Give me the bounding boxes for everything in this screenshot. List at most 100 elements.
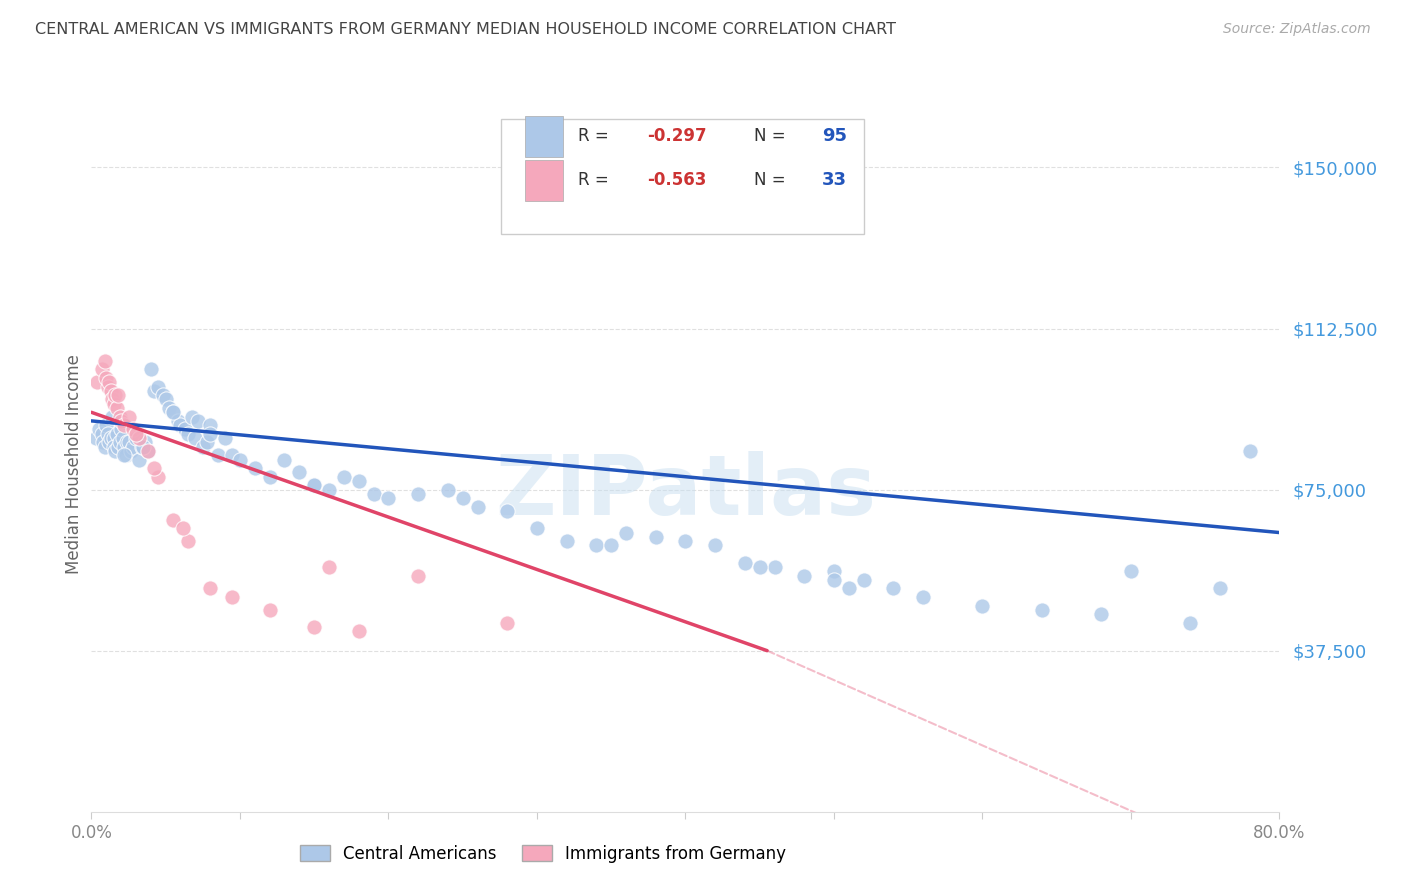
Point [166,414,188,428]
Point [110,422,132,436]
Point [117,435,139,450]
Point [585,538,607,552]
Point [177,534,200,549]
Point [91,435,114,450]
Point [103,440,125,454]
FancyBboxPatch shape [524,160,562,201]
Point [195,435,218,450]
Point [98,376,121,390]
Point [136,444,159,458]
Point [148,469,170,483]
Point [103,397,125,411]
Text: R =: R = [578,171,614,189]
Point [98,435,121,450]
Point [134,435,156,450]
Point [103,431,125,445]
Point [148,379,170,393]
Point [101,392,124,407]
Point [200,582,222,596]
Point [111,431,134,445]
Point [105,426,128,441]
Point [172,521,194,535]
Point [318,560,340,574]
Point [882,582,904,596]
Point [181,409,204,424]
Point [114,448,136,462]
Point [347,474,370,488]
Point [363,487,385,501]
Text: 95: 95 [823,128,846,145]
Text: -0.297: -0.297 [647,128,707,145]
Point [436,483,458,497]
Point [155,392,177,407]
Point [128,431,150,445]
Point [1119,564,1142,578]
Point [90,426,112,441]
Point [526,521,548,535]
Point [1209,582,1232,596]
Point [793,568,815,582]
Point [221,590,243,604]
Point [131,440,153,454]
Y-axis label: Median Household Income: Median Household Income [65,354,83,574]
Point [259,603,281,617]
Point [823,564,845,578]
Point [96,371,118,385]
Point [110,414,132,428]
Point [229,452,252,467]
Text: CENTRAL AMERICAN VS IMMIGRANTS FROM GERMANY MEDIAN HOUSEHOLD INCOME CORRELATION : CENTRAL AMERICAN VS IMMIGRANTS FROM GERM… [35,22,896,37]
Point [132,440,155,454]
Point [911,590,934,604]
Point [162,405,184,419]
Point [734,556,756,570]
Point [302,478,325,492]
Point [112,440,135,454]
Point [90,362,112,376]
Point [273,452,295,467]
Point [221,448,243,462]
Point [200,418,222,433]
Point [107,440,129,454]
FancyBboxPatch shape [524,116,562,157]
Point [243,461,266,475]
Point [406,568,429,582]
Point [125,426,148,441]
Point [347,624,370,639]
Point [100,384,122,398]
Point [96,418,118,433]
Point [823,573,845,587]
Point [1180,615,1202,630]
Point [142,384,165,398]
Point [748,560,770,574]
Point [104,444,127,458]
Point [496,504,519,518]
Point [152,388,174,402]
Point [122,422,145,436]
Point [169,418,191,433]
Text: N =: N = [755,171,792,189]
Text: R =: R = [578,128,614,145]
Point [1239,444,1261,458]
Point [467,500,489,514]
Point [136,444,159,458]
Point [86,376,108,390]
Point [288,466,311,480]
Point [94,440,117,454]
Point [191,440,214,454]
FancyBboxPatch shape [502,120,863,235]
Point [406,487,429,501]
Point [87,422,110,436]
Point [139,362,162,376]
Point [122,440,145,454]
Point [174,422,197,436]
Text: Source: ZipAtlas.com: Source: ZipAtlas.com [1223,22,1371,37]
Point [100,431,122,445]
Text: ZIPatlas: ZIPatlas [495,451,876,533]
Point [673,534,696,549]
Point [972,599,994,613]
Point [184,431,207,445]
Point [1090,607,1112,622]
Point [112,418,135,433]
Point [451,491,474,506]
Point [259,469,281,483]
